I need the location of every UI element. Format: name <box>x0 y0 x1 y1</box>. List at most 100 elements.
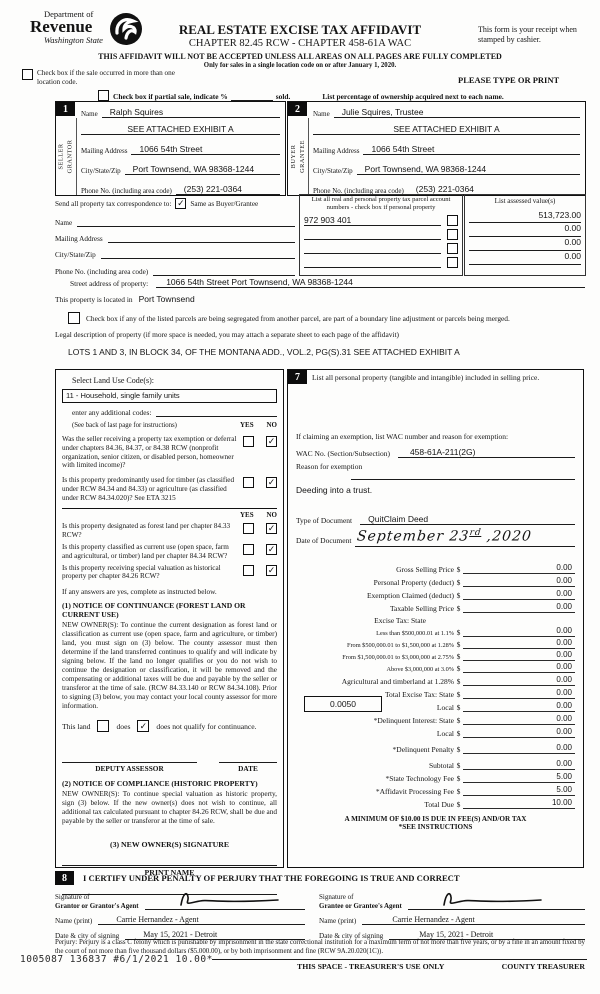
fee-label: Gross Selling Price <box>396 565 454 574</box>
legal-description-field[interactable]: LOTS 1 AND 3, IN BLOCK 34, OF THE MONTAN… <box>68 347 460 357</box>
fee-value[interactable]: 0.00 <box>463 727 575 738</box>
seller-city-label: City/State/Zip <box>81 167 121 175</box>
parcel-number-field[interactable] <box>304 267 441 269</box>
grantee-date-city-field[interactable]: May 15, 2021 - Detroit <box>389 930 585 940</box>
same-as-buyer-checkbox-checked[interactable]: ✓ <box>175 198 187 209</box>
q-forest-yes-checkbox[interactable] <box>243 523 254 535</box>
buyer-mailing-field[interactable]: 1066 54th Street <box>363 144 580 155</box>
partial-sale-percent-field[interactable] <box>230 92 273 101</box>
fee-value[interactable]: 0.00 <box>463 714 575 725</box>
fee-value[interactable]: 0.00 <box>463 638 575 649</box>
fee-value[interactable]: 0.00 <box>463 743 575 754</box>
q-current-use-yes-checkbox[interactable] <box>243 544 254 556</box>
fee-value[interactable]: 0.00 <box>463 759 575 770</box>
fee-label: Agricultural and timberland at 1.28% <box>341 677 454 686</box>
buyer-attach-field[interactable]: SEE ATTACHED EXHIBIT A <box>313 124 580 135</box>
fee-value[interactable]: 0.00 <box>463 650 575 661</box>
segregated-checkbox[interactable] <box>68 312 80 324</box>
fee-value[interactable]: 0.00 <box>463 589 575 600</box>
assessed-value[interactable]: 0.00 <box>469 237 581 251</box>
corr-name-field[interactable] <box>77 226 295 227</box>
assessed-value[interactable]: 0.00 <box>469 251 581 265</box>
fee-value[interactable]: 10.00 <box>463 798 575 809</box>
seller-city-field[interactable]: Port Townsend, WA 98368-1244 <box>124 164 280 175</box>
fee-value[interactable]: 0.00 <box>463 563 575 574</box>
corr-city-field[interactable] <box>100 258 295 259</box>
new-owner-signature-line[interactable] <box>62 864 277 866</box>
buyer-name-field[interactable]: Julie Squires, Trustee <box>333 107 580 118</box>
fee-value[interactable]: 0.00 <box>463 626 575 637</box>
fee-label: Local <box>436 703 454 712</box>
corr-mailing-field[interactable] <box>107 242 295 243</box>
seller-phone-field[interactable]: (253) 221-0364 <box>175 184 280 195</box>
q-exemption-yes-checkbox[interactable] <box>243 436 254 447</box>
parcel-3-personal-checkbox[interactable] <box>447 243 458 255</box>
assessed-value[interactable]: 513,723.00 <box>469 210 581 223</box>
assessor-date-line[interactable] <box>219 762 277 763</box>
fee-value[interactable]: 0.00 <box>463 576 575 587</box>
grantor-agent-label: Grantor or Grantor's Agent <box>55 901 139 910</box>
fee-value[interactable]: 0.00 <box>463 675 575 686</box>
land-does-not-checkbox[interactable]: ✓ <box>137 720 150 732</box>
reason-exemption-field[interactable]: Deeding into a trust. <box>296 485 373 495</box>
grantor-signature-field[interactable] <box>144 892 305 910</box>
grantor-date-city-field[interactable]: May 15, 2021 - Detroit <box>125 930 305 940</box>
seller-attach-field[interactable]: SEE ATTACHED EXHIBIT A <box>81 124 280 135</box>
same-as-buyer-label: Same as Buyer/Grantee <box>190 199 259 208</box>
grantor-print-name-field[interactable]: Carrie Hernandez - Agent <box>98 915 305 925</box>
fee-value[interactable]: 0.00 <box>463 602 575 613</box>
land-does-checkbox[interactable] <box>97 720 110 732</box>
buyer-side-word1: BUYER <box>289 144 297 169</box>
local-rate-box[interactable]: 0.0050 <box>304 696 382 712</box>
grantee-signature-field[interactable] <box>407 892 585 910</box>
seller-name-field[interactable]: Ralph Squires <box>101 107 280 118</box>
reason-exemption-line[interactable] <box>351 471 575 480</box>
located-in-field[interactable]: Port Townsend <box>138 294 195 304</box>
fee-value[interactable]: 0.00 <box>463 662 575 673</box>
parcel-4-personal-checkbox[interactable] <box>447 257 458 269</box>
parcel-number-field[interactable] <box>304 253 441 255</box>
doc-type-field[interactable]: QuitClaim Deed <box>360 514 575 525</box>
fee-value[interactable]: 5.00 <box>463 772 575 783</box>
fee-value[interactable]: 5.00 <box>463 785 575 796</box>
corr-mailing-label: Mailing Address <box>55 235 103 243</box>
print-name-line[interactable] <box>62 893 277 895</box>
additional-codes-field[interactable] <box>156 416 277 417</box>
doc-date-field[interactable]: September 23rd ,2020 <box>355 528 575 547</box>
send-correspondence-label: Send all property tax correspondence to: <box>55 199 172 208</box>
buyer-city-field[interactable]: Port Townsend, WA 98368-1244 <box>356 164 580 175</box>
fee-value[interactable]: 0.00 <box>463 688 575 699</box>
dollar-sign: $ <box>456 591 461 600</box>
parcel-number-field[interactable] <box>304 239 441 241</box>
partial-sale-checkbox[interactable] <box>98 90 109 101</box>
corr-phone-field[interactable] <box>153 275 295 276</box>
parcel-2-personal-checkbox[interactable] <box>447 229 458 241</box>
q-exemption-no-checkbox[interactable]: ✓ <box>266 436 277 447</box>
grantee-print-name-field[interactable]: Carrie Hernandez - Agent <box>362 915 585 925</box>
date-city-label: Date & city of signing <box>55 932 120 940</box>
seller-mailing-field[interactable]: 1066 54th Street <box>131 144 280 155</box>
q-forest-no-checkbox[interactable]: ✓ <box>266 523 277 535</box>
q-current-use-no-checkbox[interactable]: ✓ <box>266 544 277 556</box>
fee-value[interactable]: 0.00 <box>463 701 575 712</box>
wac-field[interactable]: 458-61A-211(2G) <box>397 447 575 458</box>
corr-city-label: City/State/Zip <box>55 251 96 259</box>
multi-location-checkbox[interactable] <box>22 69 33 80</box>
reason-exemption-label: Reason for exemption <box>296 462 363 471</box>
q-timber-yes-checkbox[interactable] <box>243 477 254 489</box>
grantee-signature-icon <box>443 892 542 906</box>
fee-label: Exemption Claimed (deduct) <box>366 591 454 600</box>
q-historic-yes-checkbox[interactable] <box>243 564 254 576</box>
dor-logo: Department of Revenue Washington State <box>30 9 160 45</box>
street-address-field[interactable]: 1066 54th Street Port Townsend, WA 98368… <box>156 277 585 288</box>
dollar-sign: $ <box>456 628 461 637</box>
assessed-value[interactable]: 0.00 <box>469 223 581 237</box>
agency-line3: Washington State <box>44 35 103 46</box>
deputy-assessor-signature-line[interactable] <box>62 762 197 763</box>
parcel-number-field[interactable]: 972 903 401 <box>304 215 441 227</box>
parcel-1-personal-checkbox[interactable] <box>447 215 458 227</box>
q-timber-no-checkbox[interactable]: ✓ <box>266 477 277 489</box>
only-note: Only for sales in a single location code… <box>203 62 397 69</box>
q-historic-no-checkbox[interactable]: ✓ <box>266 564 277 576</box>
land-use-code-select[interactable]: 11 - Household, single family units <box>62 389 277 403</box>
